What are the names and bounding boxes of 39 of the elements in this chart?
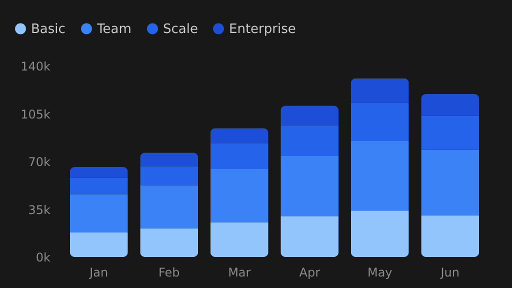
x-tick-label: Feb (158, 266, 180, 280)
bar (70, 232, 128, 257)
x-tick-label: May (367, 266, 392, 280)
bar (70, 166, 128, 178)
bar (280, 125, 339, 156)
x-tick-label: Jun (440, 266, 460, 280)
bar (70, 178, 128, 194)
x-tick-label: Mar (228, 266, 251, 280)
bar (140, 152, 198, 166)
bar (280, 156, 339, 216)
x-tick-label: Jan (88, 266, 108, 280)
bar (140, 228, 198, 257)
y-tick-label: 140k (20, 60, 51, 74)
legend-label: Scale (163, 22, 198, 37)
y-tick-label: 70k (28, 155, 51, 169)
bar (350, 78, 409, 103)
bar (350, 102, 409, 142)
bar (210, 143, 268, 170)
bar (210, 222, 268, 257)
bar (421, 150, 480, 216)
x-tick-label: Apr (299, 266, 320, 280)
y-tick-label: 105k (20, 107, 51, 122)
bar (210, 128, 268, 144)
bar (421, 94, 480, 116)
legend-label: Basic (31, 22, 66, 37)
bar (140, 166, 198, 186)
bar (280, 216, 339, 257)
bar (140, 185, 198, 228)
legend-label: Team (96, 22, 132, 37)
bar (280, 106, 339, 126)
bar (350, 210, 409, 257)
bar (350, 141, 409, 211)
y-tick-label: 35k (28, 202, 51, 217)
bar (421, 215, 480, 257)
legend-label: Enterprise (229, 22, 296, 37)
bar (70, 194, 128, 232)
bar (210, 169, 268, 222)
bar (421, 116, 480, 150)
y-tick-label: 0k (36, 250, 51, 264)
